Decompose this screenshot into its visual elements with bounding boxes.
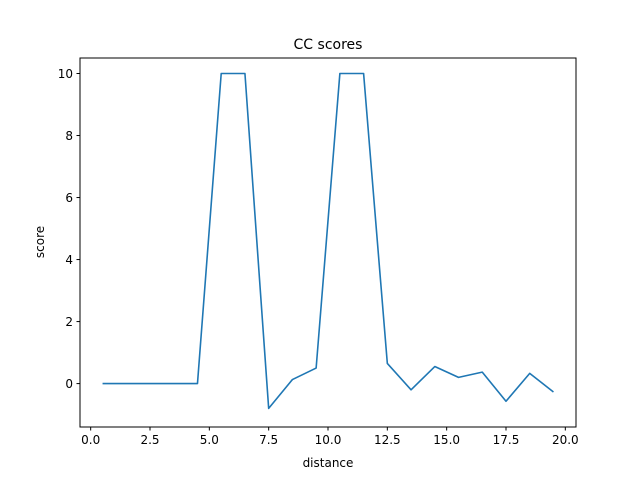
x-tick-label: 20.0 <box>552 433 579 447</box>
y-tick-label: 10 <box>58 67 73 81</box>
y-axis: 0 2 4 6 8 10 <box>58 67 80 391</box>
x-axis-label: distance <box>303 456 354 470</box>
x-axis: 0.0 2.5 5.0 7.5 10.0 12.5 15.0 17.5 20.0 <box>81 427 579 447</box>
x-tick-label: 0.0 <box>81 433 100 447</box>
x-tick-label: 15.0 <box>433 433 460 447</box>
x-tick-label: 7.5 <box>259 433 278 447</box>
x-tick-label: 2.5 <box>140 433 159 447</box>
x-tick-label: 5.0 <box>200 433 219 447</box>
y-tick-label: 4 <box>65 253 73 267</box>
x-tick-label: 10.0 <box>315 433 342 447</box>
chart-title: CC scores <box>294 37 363 53</box>
y-tick-label: 0 <box>65 377 73 391</box>
x-tick-label: 17.5 <box>493 433 520 447</box>
series-line <box>102 72 554 410</box>
y-axis-label: score <box>33 226 47 258</box>
y-tick-label: 8 <box>65 129 73 143</box>
plot-frame <box>79 57 577 428</box>
plot-area <box>102 72 554 410</box>
y-tick-label: 2 <box>65 315 73 329</box>
x-tick-label: 12.5 <box>374 433 401 447</box>
y-tick-label: 6 <box>65 191 73 205</box>
